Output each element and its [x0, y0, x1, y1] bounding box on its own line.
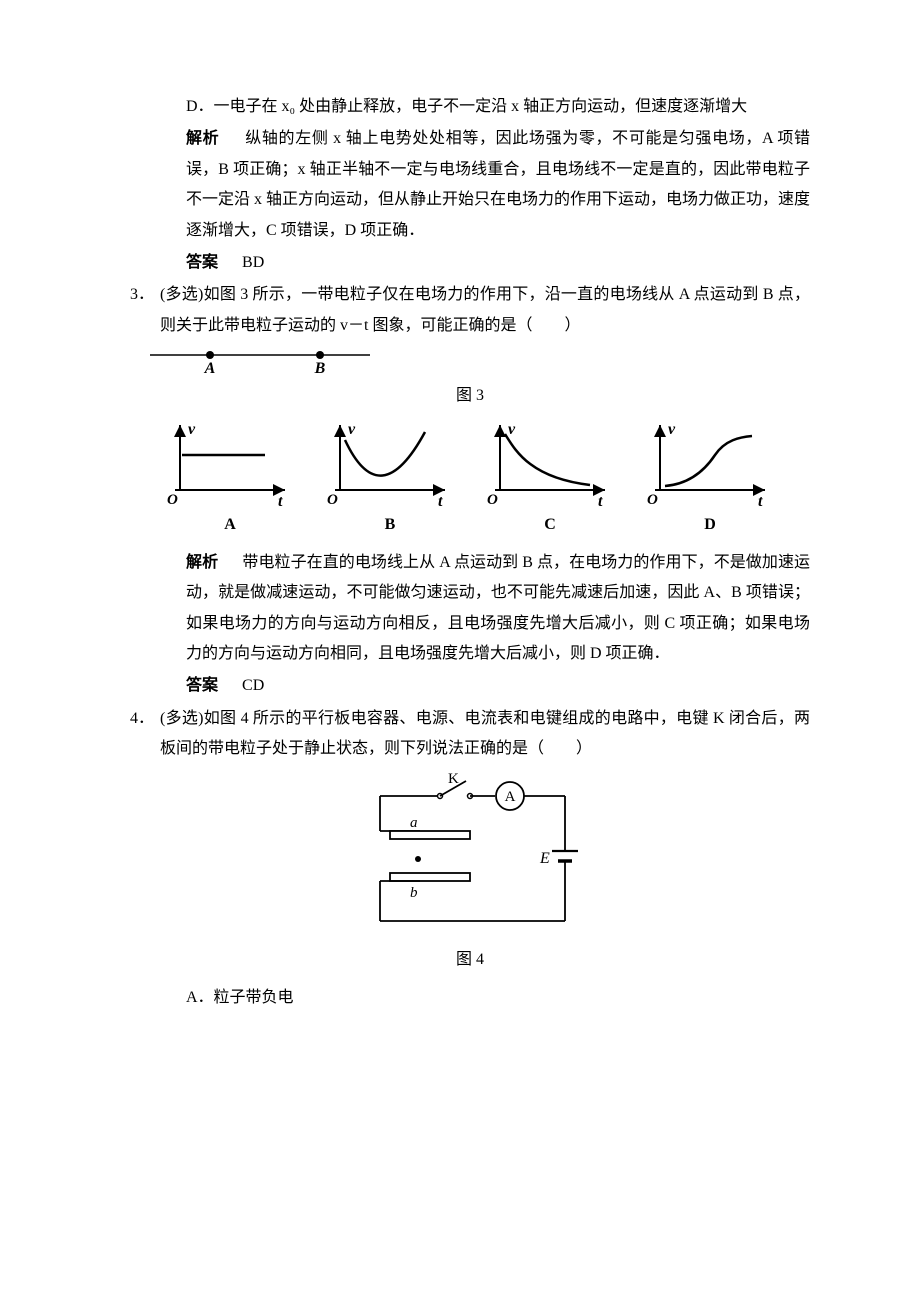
plate-b-label: b [410, 885, 418, 901]
q2-analysis-text: 纵轴的左侧 x 轴上电势处处相等，因此场强为零，不可能是匀强电场，A 项错误，B… [186, 130, 810, 238]
figure-4: K A E a b [130, 771, 810, 941]
graph-labels: A B C D [130, 510, 810, 540]
figure-3: A B [130, 343, 810, 377]
q2-answer: 答案 BD [130, 248, 810, 278]
axis-v-label: v [348, 421, 356, 438]
graph-label-b: B [320, 510, 460, 540]
axis-v-label: v [668, 421, 676, 438]
answer-label: 答案 [186, 677, 218, 694]
graph-d: v t O [640, 420, 780, 510]
emf-label: E [539, 850, 550, 867]
axis-v-label: v [188, 421, 196, 438]
q3-answer-text: CD [242, 677, 264, 694]
fig3-svg: A B [130, 343, 390, 377]
axis-v-label: v [508, 421, 516, 438]
fig3-caption: 图 3 [130, 381, 810, 411]
axis-t-label: t [598, 493, 603, 510]
ammeter-label: A [505, 789, 516, 805]
fig3-label-b: B [314, 360, 326, 377]
q4-stem-text: 如图 4 所示的平行板电容器、电源、电流表和电键组成的电路中，电键 K 闭合后，… [160, 710, 810, 757]
analysis-label: 解析 [186, 130, 219, 147]
circuit-svg: K A E a b [340, 771, 600, 941]
axis-t-label: t [758, 493, 763, 510]
q3-analysis-text: 带电粒子在直的电场线上从 A 点运动到 B 点，在电场力的作用下，不是做加速运动… [186, 554, 810, 662]
graph-label-d: D [640, 510, 780, 540]
q3-stem-text: 如图 3 所示，一带电粒子仅在电场力的作用下，沿一直的电场线从 A 点运动到 B… [160, 286, 810, 333]
page: D．一电子在 x₀ 处由静止释放，电子不一定沿 x 轴正方向运动，但速度逐渐增大… [0, 0, 920, 1302]
axis-t-label: t [278, 493, 283, 510]
origin-label: O [647, 492, 658, 508]
switch-label: K [448, 771, 459, 787]
graph-b: v t O [320, 420, 460, 510]
origin-label: O [487, 492, 498, 508]
graphs-row: v t O v t O v t O v t O [130, 420, 810, 510]
q4-prefix: (多选) [160, 710, 204, 727]
axis-t-label: t [438, 493, 443, 510]
q3-stem: 3． (多选)如图 3 所示，一带电粒子仅在电场力的作用下，沿一直的电场线从 A… [130, 280, 810, 341]
q3-answer: 答案 CD [130, 671, 810, 701]
origin-label: O [167, 492, 178, 508]
graph-a: v t O [160, 420, 300, 510]
graph-label-c: C [480, 510, 620, 540]
particle-dot [415, 856, 421, 862]
origin-label: O [327, 492, 338, 508]
graph-c: v t O [480, 420, 620, 510]
fig3-label-a: A [204, 360, 216, 377]
q3-number: 3． [130, 280, 160, 341]
q4-stem: 4． (多选)如图 4 所示的平行板电容器、电源、电流表和电键组成的电路中，电键… [130, 704, 810, 765]
q2-analysis: 解析 纵轴的左侧 x 轴上电势处处相等，因此场强为零，不可能是匀强电场，A 项错… [130, 124, 810, 246]
q2-answer-text: BD [242, 254, 264, 271]
q3-prefix: (多选) [160, 286, 203, 303]
fig4-caption: 图 4 [130, 945, 810, 975]
q3-analysis: 解析 带电粒子在直的电场线上从 A 点运动到 B 点，在电场力的作用下，不是做加… [130, 548, 810, 670]
answer-label: 答案 [186, 254, 218, 271]
analysis-label: 解析 [186, 554, 218, 571]
q2-option-d: D．一电子在 x₀ 处由静止释放，电子不一定沿 x 轴正方向运动，但速度逐渐增大 [130, 92, 810, 122]
plate-a-label: a [410, 815, 418, 831]
graph-label-a: A [160, 510, 300, 540]
q4-option-a: A．粒子带负电 [130, 983, 810, 1013]
q4-number: 4． [130, 704, 160, 765]
